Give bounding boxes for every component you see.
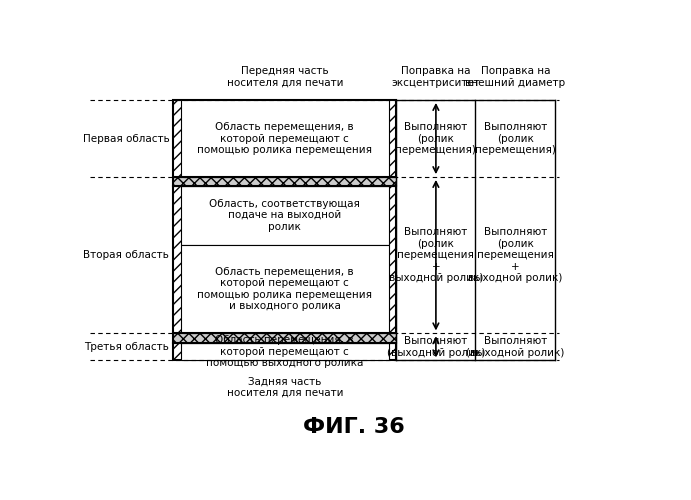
Bar [173, 334, 397, 344]
Text: Третья область: Третья область [84, 342, 169, 352]
Bar [181, 186, 388, 245]
Text: Выполняют
(ролик
перемещения): Выполняют (ролик перемещения) [395, 122, 476, 155]
Text: ФИГ. 36: ФИГ. 36 [303, 418, 405, 438]
Text: Вторая область: Вторая область [84, 250, 169, 260]
Text: Выполняют
(ролик
перемещения
+
выходной ролик): Выполняют (ролик перемещения + выходной … [468, 227, 562, 283]
Text: Задняя часть
носителя для печати: Задняя часть носителя для печати [227, 376, 343, 398]
Text: Область перемещения, в
которой перемещают с
помощью выходного ролика: Область перемещения, в которой перемещаю… [206, 335, 363, 368]
Text: Выполняют
(ролик
перемещения
+
выходной ролик): Выполняют (ролик перемещения + выходной … [389, 227, 483, 283]
Text: Поправка на
внешний диаметр: Поправка на внешний диаметр [465, 66, 565, 88]
Text: Выполняют
(выходной ролик): Выполняют (выходной ролик) [466, 336, 565, 357]
Bar [173, 100, 397, 360]
Text: Область, соответствующая
подаче на выходной
ролик: Область, соответствующая подаче на выход… [209, 198, 360, 232]
Text: Выполняют
(ролик
перемещения): Выполняют (ролик перемещения) [475, 122, 556, 155]
Bar [181, 100, 388, 177]
Text: Выполняют
(выходной ролик): Выполняют (выходной ролик) [387, 336, 485, 357]
Text: Область перемещения, в
которой перемещают с
помощью ролика перемещения
и выходно: Область перемещения, в которой перемещаю… [197, 266, 372, 312]
Bar [181, 245, 388, 334]
Text: Поправка на
эксцентриситет: Поправка на эксцентриситет [392, 66, 480, 88]
Text: Область перемещения, в
которой перемещают с
помощью ролика перемещения: Область перемещения, в которой перемещаю… [197, 122, 372, 155]
Text: Передняя часть
носителя для печати: Передняя часть носителя для печати [227, 66, 343, 88]
Text: Первая область: Первая область [82, 134, 169, 143]
Bar [173, 177, 397, 186]
Bar [181, 344, 388, 360]
